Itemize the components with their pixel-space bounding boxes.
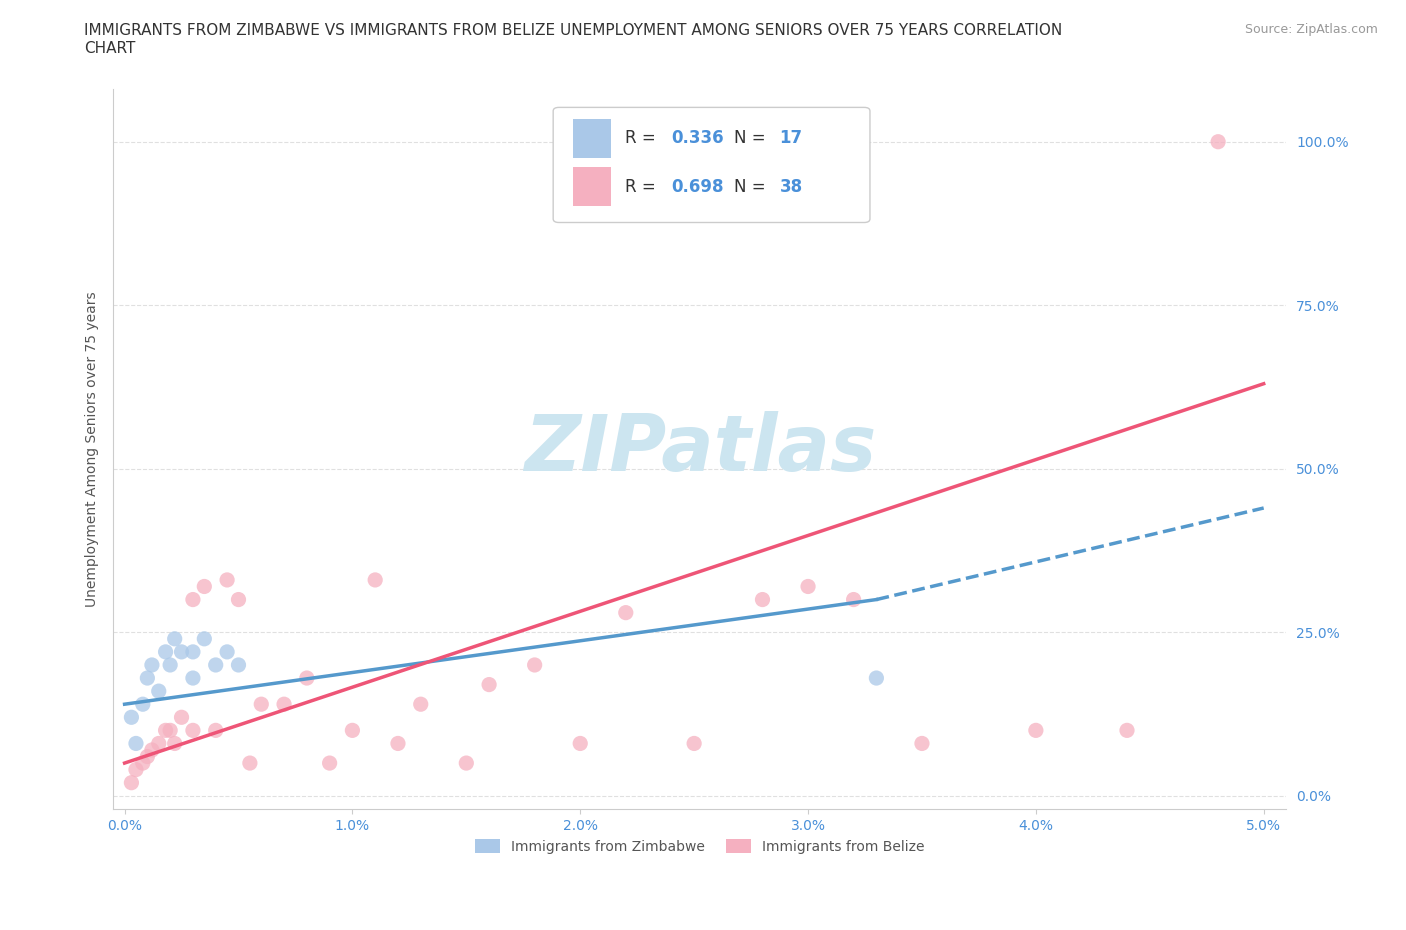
Point (569, 736, 592, 751)
Point (193, 579, 215, 594)
Bar (574, 166, 610, 206)
Text: ZIPatlas: ZIPatlas (523, 411, 876, 487)
Text: 17: 17 (779, 129, 803, 147)
Point (228, 658, 250, 672)
Point (181, 671, 204, 685)
Legend: Immigrants from Zimbabwe, Immigrants from Belize: Immigrants from Zimbabwe, Immigrants fro… (470, 833, 931, 859)
Point (478, 677, 501, 692)
Point (163, 736, 186, 751)
Point (159, 723, 181, 737)
Point (132, 756, 155, 771)
Point (250, 697, 273, 711)
Text: Source: ZipAtlas.com: Source: ZipAtlas.com (1244, 23, 1378, 36)
Point (342, 723, 364, 737)
Text: N =: N = (734, 178, 770, 195)
Point (148, 736, 170, 751)
Point (181, 723, 204, 737)
Point (141, 658, 163, 672)
Point (120, 710, 142, 724)
Point (125, 763, 148, 777)
Point (1025, 723, 1047, 737)
Point (217, 644, 239, 659)
Y-axis label: Unemployment Among Seniors over 75 years: Unemployment Among Seniors over 75 years (86, 291, 100, 607)
Point (217, 573, 239, 588)
Point (1116, 723, 1139, 737)
Point (523, 658, 546, 672)
Point (751, 592, 773, 607)
Point (155, 723, 177, 737)
Text: IMMIGRANTS FROM ZIMBABWE VS IMMIGRANTS FROM BELIZE UNEMPLOYMENT AMONG SENIORS OV: IMMIGRANTS FROM ZIMBABWE VS IMMIGRANTS F… (84, 23, 1063, 56)
Point (1206, 134, 1229, 149)
Point (797, 579, 820, 594)
Point (141, 742, 163, 757)
FancyBboxPatch shape (553, 107, 870, 222)
Point (181, 592, 204, 607)
Text: R =: R = (624, 178, 661, 195)
Point (456, 756, 478, 771)
Point (125, 736, 148, 751)
Point (842, 592, 865, 607)
Point (170, 644, 193, 659)
Point (273, 697, 295, 711)
Point (170, 710, 193, 724)
Point (136, 749, 159, 764)
Point (911, 736, 934, 751)
Point (159, 658, 181, 672)
Text: 38: 38 (779, 178, 803, 195)
Text: 0.336: 0.336 (672, 129, 724, 147)
Point (132, 697, 155, 711)
Point (193, 631, 215, 646)
Bar (574, 118, 610, 158)
Point (136, 671, 159, 685)
Point (295, 671, 318, 685)
Point (148, 684, 170, 698)
Point (228, 592, 250, 607)
Point (181, 644, 204, 659)
Text: 0.698: 0.698 (672, 178, 724, 195)
Point (204, 658, 226, 672)
Point (318, 756, 340, 771)
Point (163, 631, 186, 646)
Point (364, 573, 387, 588)
Text: N =: N = (734, 129, 770, 147)
Point (865, 671, 887, 685)
Point (683, 736, 706, 751)
Point (204, 723, 226, 737)
Point (387, 736, 409, 751)
Point (239, 756, 262, 771)
Text: R =: R = (624, 129, 661, 147)
Point (155, 644, 177, 659)
Point (409, 697, 432, 711)
Point (614, 605, 637, 620)
Point (120, 776, 142, 790)
